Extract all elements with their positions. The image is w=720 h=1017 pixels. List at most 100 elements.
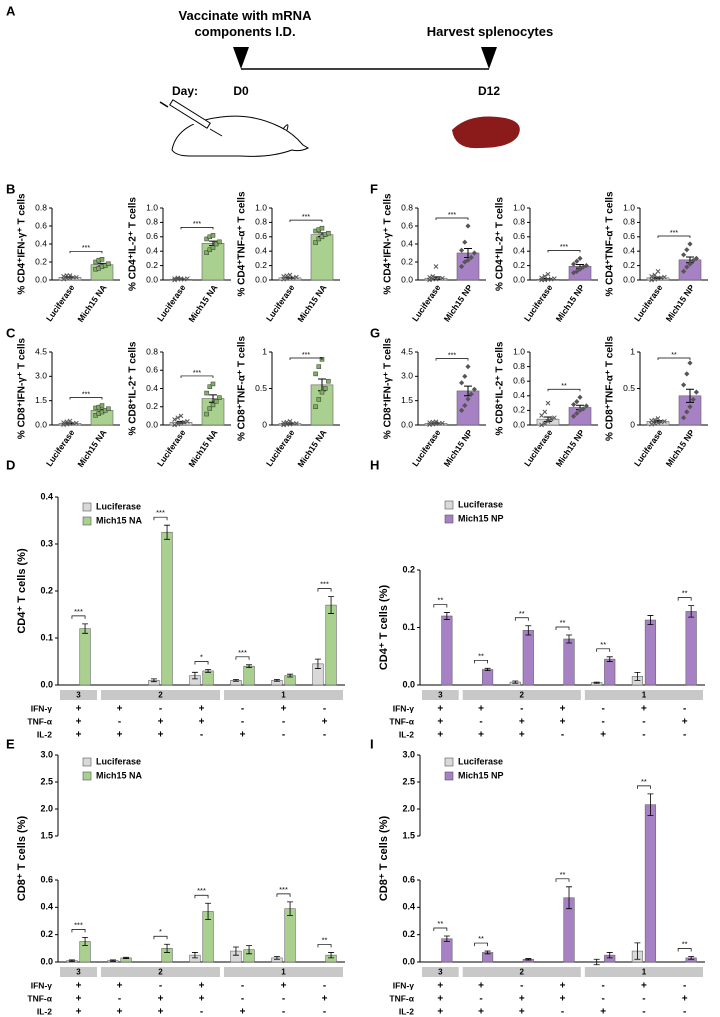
point bbox=[684, 264, 690, 270]
group-band bbox=[60, 967, 97, 977]
table-cell: + bbox=[76, 981, 82, 992]
error-bar bbox=[647, 793, 654, 816]
x-tick-label: Luciferase bbox=[264, 282, 297, 323]
y-tick-label: 0.2 bbox=[513, 260, 525, 270]
table-cell: - bbox=[241, 704, 244, 715]
table-cell: - bbox=[118, 994, 121, 1005]
group-label: 2 bbox=[158, 691, 163, 700]
point bbox=[427, 274, 432, 280]
panel-letter: G bbox=[370, 325, 380, 340]
panel-letter: H bbox=[370, 457, 379, 472]
table-cell: - bbox=[683, 704, 686, 715]
table-cell: - bbox=[642, 1007, 645, 1017]
point bbox=[577, 266, 583, 272]
point bbox=[684, 409, 690, 415]
y-axis-label: CD4⁺ T cells (%) bbox=[378, 585, 390, 671]
point bbox=[99, 403, 105, 408]
panel-letter: A bbox=[6, 3, 16, 18]
error-bar bbox=[525, 958, 532, 961]
y-tick-label: 1 bbox=[630, 346, 635, 356]
significance-label: ** bbox=[478, 651, 484, 660]
point bbox=[662, 418, 667, 424]
y-tick-label: 0.4 bbox=[40, 491, 53, 501]
significance-label: *** bbox=[197, 886, 206, 895]
table-cell: - bbox=[282, 994, 285, 1005]
spleen-illustration bbox=[452, 116, 520, 149]
table-cell: + bbox=[76, 704, 82, 715]
y-tick-label: 0.6 bbox=[513, 231, 525, 241]
error-bar bbox=[634, 942, 641, 960]
table-row-label: IFN-γ bbox=[393, 703, 415, 713]
group-label: 3 bbox=[438, 968, 443, 977]
point bbox=[172, 422, 177, 428]
error-bar bbox=[191, 671, 198, 680]
y-tick-label: 0.2 bbox=[40, 929, 53, 939]
point bbox=[106, 406, 111, 412]
table-cell: - bbox=[159, 981, 162, 992]
point bbox=[539, 275, 544, 281]
point bbox=[204, 250, 209, 255]
significance-label: ** bbox=[437, 919, 443, 928]
table-cell: - bbox=[683, 981, 686, 992]
y-axis-label: % CD8⁺IFN-γ⁺ T cells bbox=[17, 337, 28, 439]
table-cell: + bbox=[641, 704, 647, 715]
y-tick-label: 0.3 bbox=[40, 538, 53, 548]
point bbox=[61, 420, 66, 425]
table-cell: + bbox=[158, 1007, 164, 1017]
bar bbox=[644, 619, 657, 686]
table-cell: + bbox=[240, 1007, 246, 1017]
table-cell: - bbox=[479, 994, 482, 1005]
bar bbox=[284, 908, 296, 963]
table-cell: + bbox=[519, 1007, 525, 1017]
y-axis-label: % CD4⁺IFN-γ⁺ T cells bbox=[383, 193, 394, 295]
significance-bracket bbox=[276, 893, 291, 897]
y-tick-label: 2.5 bbox=[402, 776, 415, 786]
y-tick-label: 0.2 bbox=[623, 260, 635, 270]
table-cell: - bbox=[200, 730, 203, 741]
significance-bracket bbox=[433, 927, 448, 932]
table-cell: + bbox=[322, 994, 328, 1005]
error-bar bbox=[606, 952, 613, 959]
point bbox=[316, 364, 322, 369]
x-tick-label: Mich15 NA bbox=[295, 283, 328, 324]
bar bbox=[161, 531, 173, 686]
legend-label: Mich15 NA bbox=[96, 515, 143, 525]
y-tick-label: 0.2 bbox=[402, 564, 415, 574]
table-cell: + bbox=[600, 730, 606, 741]
group-label: 3 bbox=[76, 691, 81, 700]
point bbox=[552, 415, 557, 421]
significance-label: *** bbox=[448, 212, 456, 219]
point bbox=[67, 273, 73, 278]
y-tick-label: 0.8 bbox=[623, 217, 635, 227]
point bbox=[210, 245, 216, 250]
y-tick-label: 0.4 bbox=[255, 245, 267, 255]
error-bar bbox=[484, 950, 491, 955]
y-tick-label: 1.5 bbox=[40, 830, 53, 840]
point bbox=[542, 274, 548, 279]
y-tick-label: 0.0 bbox=[513, 274, 525, 284]
point bbox=[326, 378, 331, 384]
point bbox=[313, 404, 318, 409]
y-tick-label: 0.1 bbox=[40, 632, 53, 642]
table-cell: + bbox=[600, 1007, 606, 1017]
group-band bbox=[224, 967, 343, 977]
error-bar bbox=[164, 943, 171, 953]
group-band bbox=[422, 690, 459, 700]
y-tick-label: 0.8 bbox=[255, 217, 267, 227]
y-axis-label: % CD8⁺TNF-α⁺ T cells bbox=[605, 336, 616, 441]
point bbox=[287, 272, 293, 278]
significance-label: *** bbox=[302, 352, 310, 359]
table-cell: - bbox=[642, 730, 645, 741]
table-cell: + bbox=[117, 981, 123, 992]
error-bar bbox=[287, 901, 294, 916]
point bbox=[471, 386, 477, 392]
point bbox=[655, 416, 661, 421]
table-cell: + bbox=[199, 717, 205, 728]
point bbox=[175, 415, 181, 421]
point bbox=[468, 254, 474, 261]
significance-label: ** bbox=[682, 589, 688, 598]
point bbox=[571, 270, 577, 276]
significance-bracket bbox=[435, 217, 469, 220]
